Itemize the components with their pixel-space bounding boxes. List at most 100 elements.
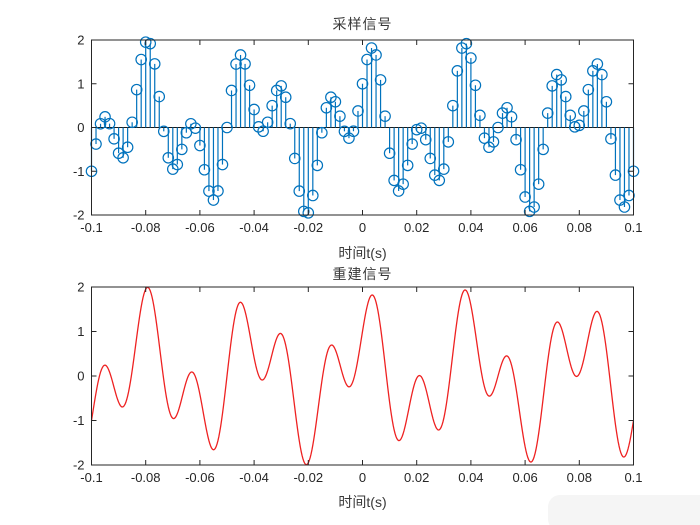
stem-marker [591,58,604,70]
stem-marker [329,95,342,108]
stem-marker [225,84,238,97]
x-tick-label: 0.02 [404,220,429,235]
subplot2-axes: -0.1 -0.08 -0.06 -0.04 -0.02 0 0.02 0.04 0.06 0.0… [73,280,643,486]
stem-marker [487,136,500,148]
stem-marker [559,90,572,103]
stem-marker [252,121,265,133]
stem-marker [415,122,428,134]
stem-marker [383,147,396,160]
stem-marker [469,79,482,92]
stem-marker [180,126,193,139]
stem-marker [266,99,278,112]
y-tick-label: -1 [73,164,85,179]
y-tick-label: 1 [77,76,84,91]
line-series [90,286,635,466]
stem-marker [419,133,432,146]
stem-marker [356,77,369,90]
subplot1-title: 采样信号 [332,16,393,32]
stem-marker [623,189,635,202]
y-tick-label: -1 [73,413,85,428]
subplot1-axes: -0.1 -0.08 -0.06 -0.04 -0.02 0 0.02 0.04 0.06 0.0… [73,33,643,236]
stem-marker [320,101,333,114]
stem-marker [474,109,486,122]
x-tick-label: 0.04 [458,220,483,235]
stem-marker [243,79,256,92]
y-tick-label: 2 [77,280,84,295]
stem-marker [424,152,437,165]
stem-marker [510,133,522,146]
x-tick-label: 0.1 [624,220,642,235]
x-tick-label: 0.04 [458,470,483,485]
stem-marker [514,163,527,176]
y-tick-label: 1 [77,324,84,339]
x-tick-label: 0.06 [512,470,537,485]
stem-marker [189,122,202,134]
x-tick-label: -0.1 [80,220,102,235]
stem-marker [307,189,319,202]
x-tick-label: 0.08 [567,220,592,235]
stem-marker [221,121,233,134]
stem-marker [288,152,301,165]
stem-marker [185,117,197,130]
stem-marker [361,53,373,66]
stem-marker [216,158,229,171]
watermark-badge [548,495,700,525]
x-tick-label: -0.06 [185,470,215,485]
stem-marker [505,111,518,123]
stem-marker [352,105,364,117]
stem-marker [456,42,468,54]
stem-marker [374,74,387,86]
stem-marker [600,95,613,108]
subplot2-xlabel: 时间t(s) [338,494,387,510]
stem-marker [609,169,622,181]
y-tick-label: -2 [73,208,85,223]
stem-marker [207,194,220,206]
stem-marker [605,133,617,145]
stem-marker [370,49,382,61]
x-tick-label: 0.06 [512,220,537,235]
stem-marker [465,52,477,64]
stem-marker [212,185,224,197]
subplot1-xlabel: 时间t(s) [338,245,387,261]
stem-marker [568,121,581,133]
stem-marker [302,207,315,219]
stem-marker [437,163,450,175]
stem-marker [618,201,631,213]
x-tick-label: -0.08 [131,220,161,235]
stem-marker [279,91,292,104]
x-tick-label: -0.04 [239,220,269,235]
stem-marker [108,133,120,145]
stem-marker [135,53,147,66]
stem-marker [148,58,161,70]
stem-marker [546,80,558,92]
x-tick-label: 0 [359,470,366,485]
stem-marker [144,37,157,50]
stem-marker [410,123,423,136]
stem-marker [126,116,138,129]
stem-marker [297,205,310,218]
stem-marker [433,174,446,187]
x-tick-label: -0.08 [131,470,161,485]
stem-marker [130,83,143,96]
stem-marker [257,125,269,138]
stem-marker [171,158,184,171]
y-tick-label: 0 [77,369,84,384]
stem-marker [234,49,247,61]
stem-marker [501,101,513,114]
stem-marker [334,110,346,122]
stem-marker [347,125,360,138]
stem-marker [284,117,297,130]
stem-marker [157,125,170,138]
stem-marker [582,83,595,96]
x-tick-label: -0.04 [239,470,269,485]
stem-marker [555,74,568,86]
stem-marker [537,143,549,156]
stem-marker [406,138,418,150]
stem-marker [198,163,211,176]
stem-marker [194,139,206,152]
stem-marker [275,80,287,92]
x-tick-label: 0.02 [404,470,429,485]
stem-marker [90,138,102,150]
x-tick-label: 0.1 [624,470,642,485]
